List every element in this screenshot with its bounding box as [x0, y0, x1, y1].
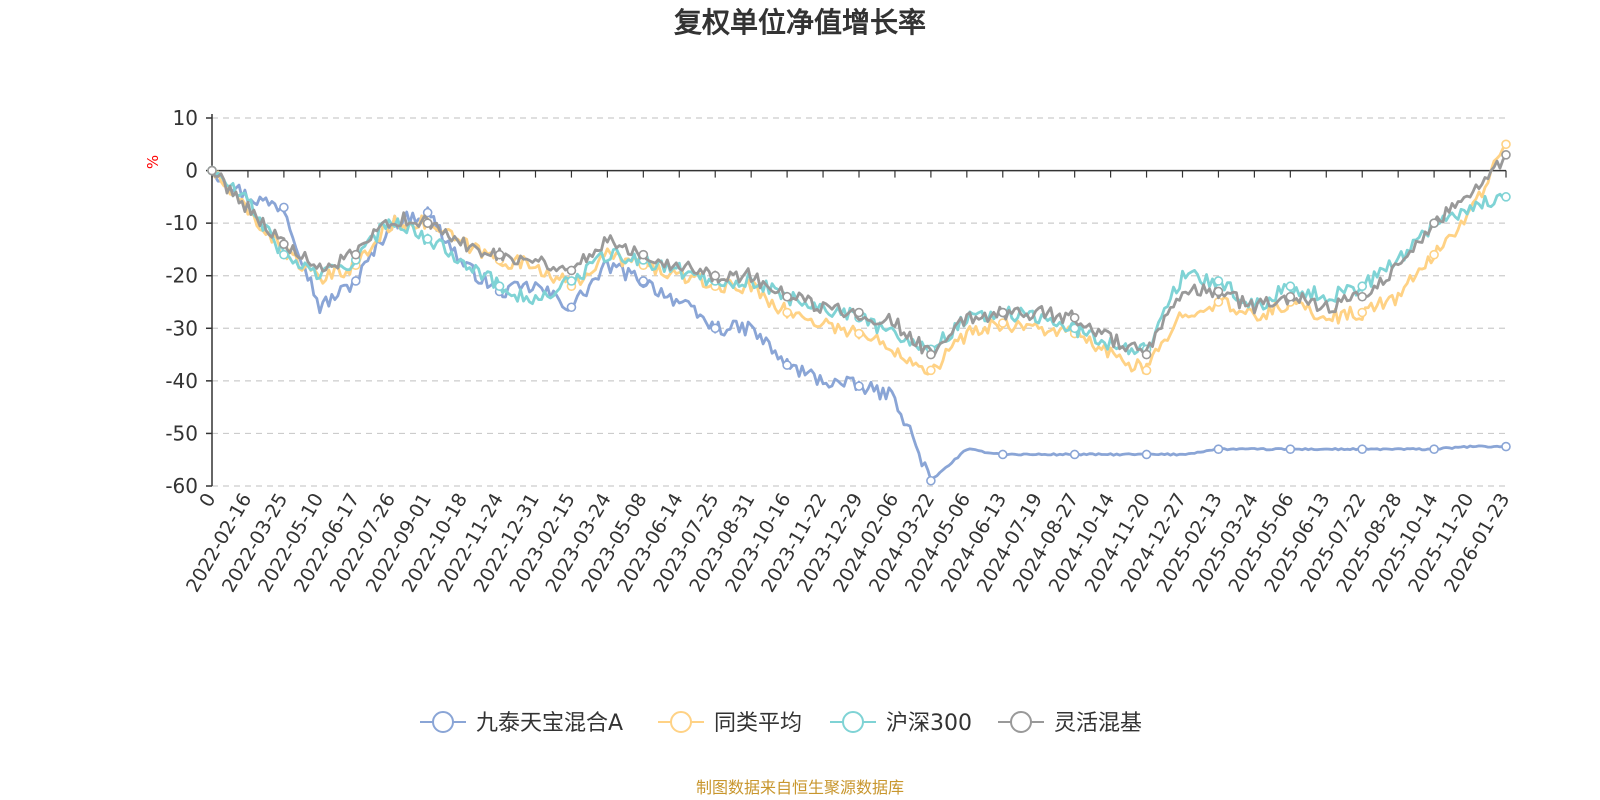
- data-point: [1357, 444, 1368, 455]
- data-point: [1141, 449, 1152, 460]
- legend-marker: [670, 711, 692, 733]
- series-line-2: [210, 143, 1508, 376]
- data-point: [997, 307, 1008, 318]
- data-point: [566, 276, 577, 286]
- data-point: [350, 276, 361, 286]
- data-point: [782, 307, 792, 318]
- legend-label: 九泰天宝混合A: [476, 711, 623, 736]
- data-point: [279, 249, 289, 260]
- data-point: [1069, 323, 1080, 334]
- y-tick-label: -30: [165, 316, 198, 340]
- data-point: [279, 239, 289, 249]
- y-tick-label: 10: [173, 106, 198, 130]
- legend-marker: [842, 711, 864, 733]
- y-tick-label: -60: [165, 474, 198, 498]
- data-point: [1285, 444, 1296, 455]
- legend-marker: [432, 711, 454, 733]
- y-tick-label: 0: [185, 159, 198, 183]
- data-point: [854, 328, 864, 339]
- data-point: [1069, 449, 1080, 460]
- chart-title: 复权单位净值增长率: [674, 6, 926, 39]
- series-line-4: [210, 154, 1508, 358]
- legend-label: 同类平均: [714, 711, 802, 736]
- x-tick-label: 0: [195, 490, 220, 511]
- data-point: [854, 307, 864, 318]
- data-point: [1501, 192, 1511, 202]
- y-tick-label: -50: [165, 421, 198, 445]
- series-line-3: [210, 169, 1507, 356]
- data-point: [350, 249, 361, 260]
- data-point: [422, 234, 433, 244]
- source-note: 制图数据来自恒生聚源数据库: [696, 778, 904, 797]
- data-point: [710, 270, 721, 281]
- data-point: [1357, 291, 1368, 302]
- y-tick-label: -10: [165, 211, 198, 235]
- data-point: [1429, 444, 1439, 455]
- legend[interactable]: 九泰天宝混合A 同类平均 沪深300 灵活混基: [420, 711, 1142, 736]
- data-point: [1429, 218, 1439, 228]
- data-point: [1213, 297, 1224, 307]
- data-point: [494, 249, 505, 260]
- data-point: [1285, 291, 1296, 302]
- data-point: [1285, 281, 1296, 292]
- data-point: [1501, 139, 1511, 150]
- data-point: [566, 265, 577, 276]
- legend-item-1[interactable]: 九泰天宝混合A: [420, 711, 623, 736]
- data-point: [1429, 249, 1439, 260]
- data-point: [422, 207, 433, 218]
- data-point: [279, 202, 289, 213]
- legend-label: 灵活混基: [1054, 711, 1142, 736]
- data-point: [926, 349, 936, 360]
- legend-item-3[interactable]: 沪深300: [830, 711, 972, 736]
- y-tick-label: -40: [165, 369, 198, 393]
- data-point: [1141, 349, 1152, 360]
- data-point: [926, 475, 936, 486]
- data-point: [1501, 441, 1511, 452]
- y-axis-ticks: 10 0 -10 -20 -30 -40 -50 -60: [165, 106, 212, 498]
- data-point: [1357, 281, 1368, 292]
- data-point: [1213, 276, 1224, 286]
- legend-marker: [1010, 711, 1032, 733]
- data-point: [854, 381, 864, 391]
- data-point: [566, 302, 577, 313]
- data-point: [1141, 365, 1152, 376]
- data-point: [422, 218, 433, 228]
- data-point: [207, 165, 217, 176]
- data-point: [1357, 307, 1368, 318]
- data-point: [997, 449, 1008, 460]
- data-point: [782, 360, 792, 370]
- data-point: [926, 365, 936, 376]
- data-point: [1213, 286, 1224, 297]
- data-point: [494, 281, 505, 292]
- data-point: [782, 291, 792, 302]
- y-tick-label: -20: [165, 264, 198, 288]
- data-point: [1069, 312, 1080, 323]
- legend-item-4[interactable]: 灵活混基: [998, 711, 1142, 736]
- data-point: [638, 249, 649, 260]
- legend-item-2[interactable]: 同类平均: [658, 711, 802, 736]
- gridlines: [212, 117, 1506, 487]
- data-point: [997, 318, 1008, 328]
- data-point: [1501, 150, 1511, 160]
- data-point: [710, 323, 721, 334]
- series-group: [207, 139, 1511, 486]
- legend-label: 沪深300: [886, 711, 972, 736]
- y-axis-unit-label: %: [144, 155, 162, 169]
- data-point: [638, 276, 649, 286]
- data-point: [1213, 444, 1224, 455]
